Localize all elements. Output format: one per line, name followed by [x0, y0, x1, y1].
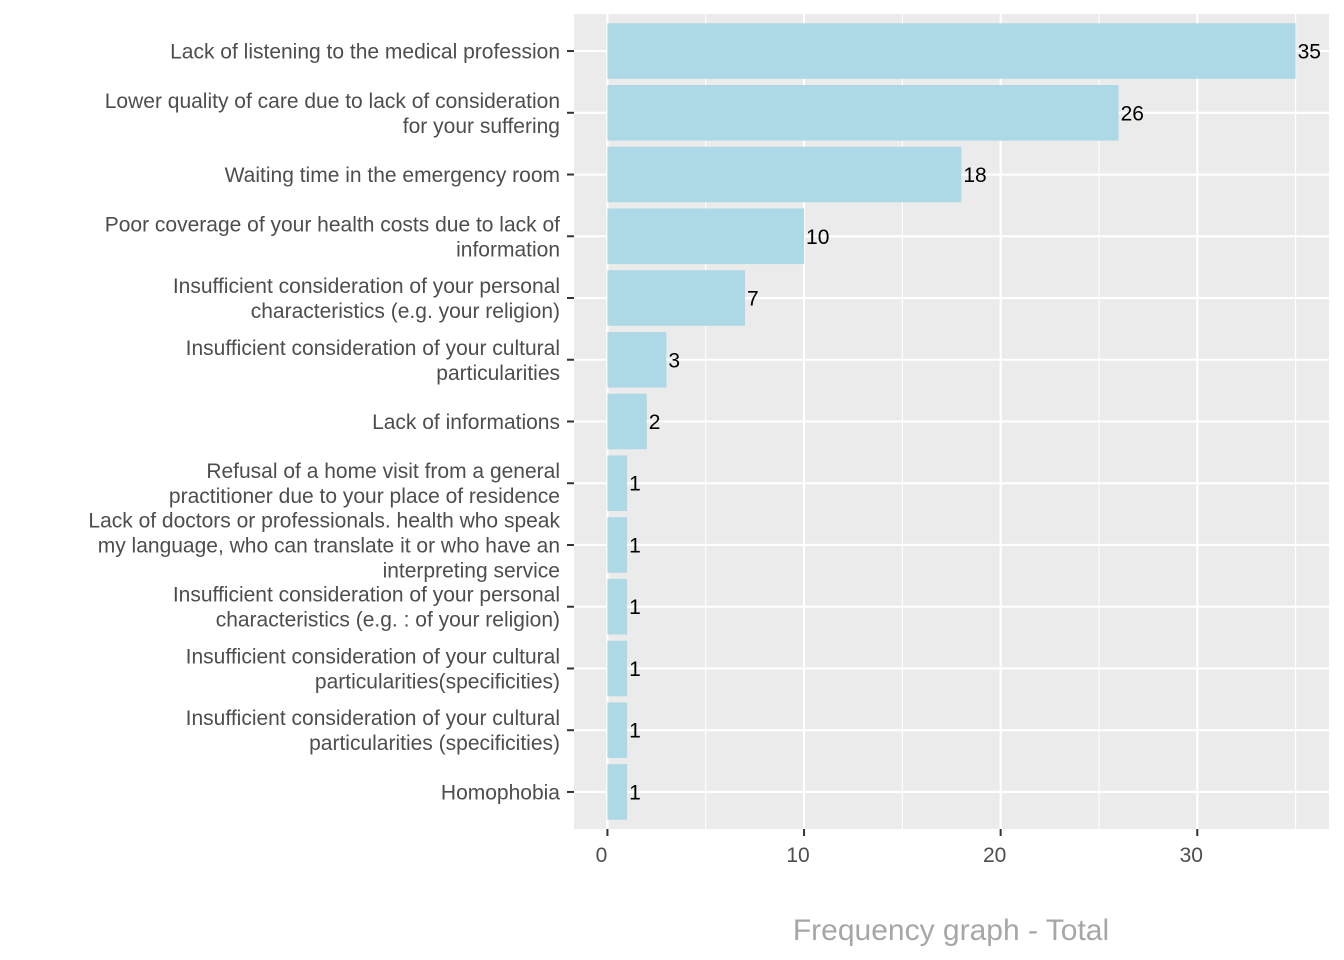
- bar: [607, 640, 628, 697]
- data-label: 26: [1121, 102, 1144, 125]
- x-tick-label: 10: [786, 844, 809, 867]
- y-tick-label-line: Insufficient consideration of your perso…: [173, 275, 560, 298]
- y-tick-label: Poor coverage of your health costs due t…: [105, 213, 560, 261]
- y-tick-label-line: characteristics (e.g. your religion): [251, 300, 560, 323]
- y-tick-label-line: particularities: [436, 362, 560, 385]
- y-tick-label-line: Insufficient consideration of your perso…: [173, 584, 560, 607]
- y-tick-label-line: Insufficient consideration of your cultu…: [186, 337, 560, 360]
- x-tick-label: 0: [596, 844, 608, 867]
- bar: [607, 23, 1296, 79]
- bar: [607, 702, 628, 758]
- y-tick-label: Homophobia: [441, 781, 560, 804]
- y-tick-label-line: practitioner due to your place of reside…: [169, 485, 560, 508]
- data-label: 1: [629, 596, 641, 619]
- y-tick-label-line: Lack of informations: [372, 411, 560, 434]
- x-tick-label: 30: [1180, 844, 1203, 867]
- bar: [607, 517, 628, 573]
- y-tick-label-line: Insufficient consideration of your cultu…: [186, 707, 560, 730]
- y-tick-label-line: my language, who can translate it or who…: [98, 534, 560, 557]
- y-tick-label-line: Refusal of a home visit from a general: [206, 460, 560, 483]
- y-tick-label-line: information: [456, 238, 560, 261]
- y-tick-label: Insufficient consideration of your perso…: [173, 584, 560, 632]
- y-tick-label: Waiting time in the emergency room: [225, 164, 560, 187]
- bar: [607, 85, 1119, 141]
- y-tick-label: Insufficient consideration of your perso…: [173, 275, 560, 323]
- y-tick-label-line: Lack of listening to the medical profess…: [170, 41, 560, 64]
- bar: [607, 764, 628, 820]
- x-axis: 0 10 20 30: [596, 829, 1203, 867]
- data-label: 10: [806, 226, 829, 249]
- x-tick-label: 20: [983, 844, 1006, 867]
- y-tick-label-line: characteristics (e.g. : of your religion…: [216, 609, 560, 632]
- data-label: 2: [649, 411, 661, 434]
- y-tick-label-line: Lack of doctors or professionals. health…: [88, 509, 560, 532]
- data-label: 1: [629, 781, 641, 804]
- bar: [607, 270, 746, 326]
- y-tick-label: Lack of doctors or professionals. health…: [88, 509, 560, 582]
- y-tick-label-line: Lower quality of care due to lack of con…: [105, 90, 560, 113]
- bar: [607, 578, 628, 635]
- y-tick-label-line: interpreting service: [383, 559, 560, 582]
- bar: [607, 331, 667, 388]
- y-tick-label: Insufficient consideration of your cultu…: [186, 707, 560, 755]
- data-label: 3: [668, 349, 680, 372]
- y-tick-label-line: Homophobia: [441, 781, 560, 804]
- y-tick-label: Insufficient consideration of your cultu…: [186, 337, 560, 385]
- data-label: 1: [629, 720, 641, 743]
- y-tick-label-line: particularities (specificities): [309, 732, 560, 755]
- y-tick-label-line: Poor coverage of your health costs due t…: [105, 213, 560, 236]
- bar: [607, 455, 628, 512]
- y-tick-label-line: for your suffering: [403, 115, 560, 138]
- y-tick-label: Lack of listening to the medical profess…: [170, 41, 560, 64]
- y-axis: Lack of listening to the medical profess…: [88, 41, 574, 804]
- bar: [607, 146, 962, 203]
- data-label: 1: [629, 534, 641, 557]
- chart-title: Frequency graph - Total: [793, 914, 1109, 947]
- data-labels: 35 26 18 10 7 3 2 1 1 1 1 1 1: [629, 41, 1321, 805]
- data-label: 35: [1298, 41, 1321, 64]
- y-tick-label: Insufficient consideration of your cultu…: [186, 645, 560, 693]
- y-tick-label: Refusal of a home visit from a general pr…: [169, 460, 560, 508]
- bar: [607, 208, 805, 265]
- y-tick-label: Lack of informations: [372, 411, 560, 434]
- y-tick-label: Lower quality of care due to lack of con…: [105, 90, 560, 138]
- y-tick-label-line: particularities(specificities): [315, 670, 560, 693]
- data-label: 1: [629, 658, 641, 681]
- data-label: 7: [747, 288, 759, 311]
- bar: [607, 393, 647, 450]
- data-label: 1: [629, 473, 641, 496]
- y-tick-label-line: Waiting time in the emergency room: [225, 164, 560, 187]
- data-label: 18: [963, 164, 986, 187]
- bars: [607, 23, 1296, 820]
- y-tick-label-line: Insufficient consideration of your cultu…: [186, 645, 560, 668]
